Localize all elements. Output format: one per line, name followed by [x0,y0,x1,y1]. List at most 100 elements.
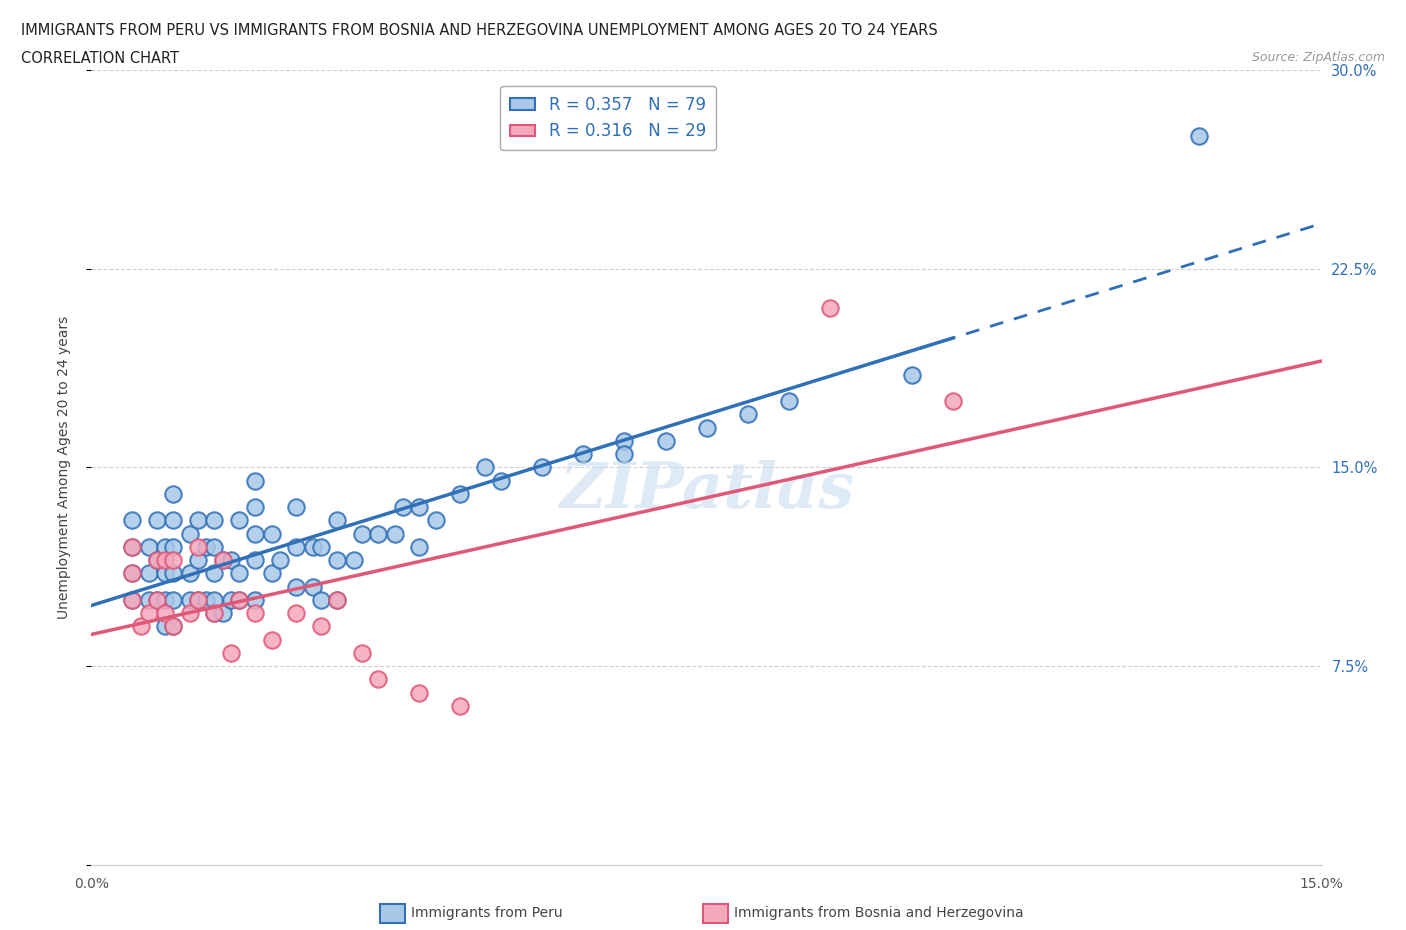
Text: Immigrants from Peru: Immigrants from Peru [411,906,562,921]
Point [121,592,143,607]
Point [121,539,143,554]
Point [195,592,218,607]
Point [153,539,177,554]
Point [202,565,225,580]
Point [138,565,160,580]
Point [449,486,471,501]
Point [449,698,471,713]
Text: Source: ZipAtlas.com: Source: ZipAtlas.com [1251,51,1385,64]
Point [352,526,374,541]
Point [162,513,184,528]
Point [162,619,184,634]
Point [146,513,169,528]
Point [343,552,366,567]
Point [408,539,430,554]
Point [187,539,209,554]
Point [219,592,242,607]
Point [737,407,759,422]
Point [260,565,283,580]
Point [162,592,184,607]
Y-axis label: Unemployment Among Ages 20 to 24 years: Unemployment Among Ages 20 to 24 years [56,315,70,619]
Point [202,605,225,620]
Point [162,565,184,580]
Point [384,526,406,541]
Point [818,301,841,316]
Point [245,592,267,607]
Point [245,473,267,488]
Point [211,605,233,620]
Point [121,565,143,580]
Point [228,592,250,607]
Point [285,539,308,554]
Point [228,565,250,580]
Point [211,552,233,567]
Point [408,685,430,700]
Point [162,539,184,554]
Point [146,592,169,607]
Point [162,486,184,501]
Point [392,499,415,514]
Point [260,632,283,647]
Point [572,446,595,461]
Point [900,367,922,382]
Point [408,499,430,514]
Point [695,420,717,435]
Point [301,539,323,554]
Point [326,552,349,567]
Point [195,539,218,554]
Point [121,539,143,554]
Point [138,592,160,607]
Point [187,592,209,607]
Point [613,433,636,448]
Text: CORRELATION CHART: CORRELATION CHART [21,51,179,66]
Point [1187,128,1209,143]
Point [778,393,800,408]
Point [138,605,160,620]
Point [228,592,250,607]
Point [474,460,496,475]
Point [179,565,201,580]
Point [326,592,349,607]
Point [285,605,308,620]
Point [245,499,267,514]
Text: IMMIGRANTS FROM PERU VS IMMIGRANTS FROM BOSNIA AND HERZEGOVINA UNEMPLOYMENT AMON: IMMIGRANTS FROM PERU VS IMMIGRANTS FROM … [21,23,938,38]
Point [187,552,209,567]
Point [153,592,177,607]
Point [187,513,209,528]
Text: ZIPatlas: ZIPatlas [560,460,853,522]
Point [138,539,160,554]
Point [202,592,225,607]
Point [153,565,177,580]
Point [202,539,225,554]
Point [211,552,233,567]
Point [146,552,169,567]
Point [309,619,332,634]
Point [121,513,143,528]
Point [491,473,513,488]
Point [153,605,177,620]
Point [245,526,267,541]
Point [352,645,374,660]
Point [613,446,636,461]
Point [228,513,250,528]
Point [146,552,169,567]
Point [260,526,283,541]
Point [942,393,965,408]
Point [425,513,447,528]
Point [121,592,143,607]
Point [367,671,389,686]
Point [202,605,225,620]
Point [309,539,332,554]
Point [219,552,242,567]
Point [162,552,184,567]
Legend: R = 0.357   N = 79, R = 0.316   N = 29: R = 0.357 N = 79, R = 0.316 N = 29 [501,86,716,151]
Point [285,499,308,514]
Point [219,645,242,660]
Point [129,619,152,634]
Point [153,619,177,634]
Point [153,552,177,567]
Point [162,619,184,634]
Point [301,579,323,594]
Point [326,592,349,607]
Point [179,526,201,541]
